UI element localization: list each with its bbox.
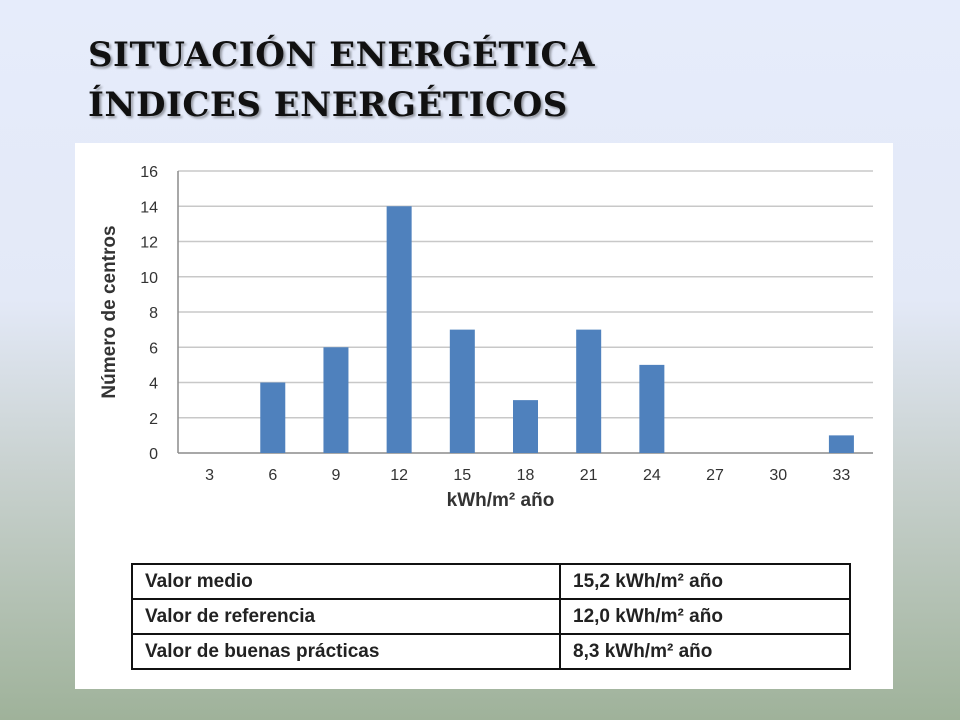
x-tick-label: 27 <box>706 467 724 484</box>
y-tick-label: 12 <box>140 235 158 252</box>
y-tick-label: 14 <box>140 199 158 216</box>
slide-title: SITUACIÓN ENERGÉTICA ÍNDICES ENERGÉTICOS <box>88 30 595 130</box>
y-tick-label: 10 <box>140 270 158 287</box>
y-tick-label: 16 <box>140 164 158 181</box>
bar <box>828 435 854 453</box>
x-axis-title: kWh/m² año <box>447 490 555 511</box>
x-tick-label: 3 <box>205 467 214 484</box>
y-tick-label: 8 <box>149 305 158 322</box>
bar <box>639 364 665 453</box>
chart-panel: 0 2 4 6 8 10 12 14 16 3 6 9 12 15 18 21 24 27 30 33 Número… <box>75 143 893 689</box>
x-tick-label: 33 <box>833 467 851 484</box>
x-tick-label: 24 <box>643 467 661 484</box>
x-tick-label: 9 <box>332 467 341 484</box>
table-cell-label: Valor medio <box>131 563 561 600</box>
title-line-1: SITUACIÓN ENERGÉTICA <box>88 35 596 75</box>
y-tick-label: 2 <box>149 411 158 428</box>
x-tick-label: 15 <box>453 467 471 484</box>
y-axis-title: Número de centros <box>99 225 120 398</box>
table-cell-value: 15,2 kWh/m² año <box>559 563 851 600</box>
table-cell-label: Valor de buenas prácticas <box>131 633 561 670</box>
x-tick-label: 18 <box>517 467 535 484</box>
bar <box>386 206 412 453</box>
title-line-2: ÍNDICES ENERGÉTICOS <box>88 85 568 125</box>
x-tick-label: 30 <box>769 467 787 484</box>
table-row: Valor de referencia 12,0 kWh/m² año <box>131 598 851 635</box>
bar <box>513 400 538 453</box>
x-tick-label: 6 <box>268 467 277 484</box>
bar <box>323 347 349 453</box>
table-row: Valor de buenas prácticas 8,3 kWh/m² año <box>131 633 851 670</box>
table-cell-value: 12,0 kWh/m² año <box>559 598 851 635</box>
table-cell-label: Valor de referencia <box>131 598 561 635</box>
y-tick-label: 4 <box>149 376 158 393</box>
x-tick-label: 21 <box>580 467 598 484</box>
y-tick-label: 6 <box>149 340 158 357</box>
y-tick-label: 0 <box>149 446 158 463</box>
bar <box>576 329 602 453</box>
bar <box>260 382 286 453</box>
table-row: Valor medio 15,2 kWh/m² año <box>131 563 851 600</box>
bar <box>449 329 475 453</box>
x-tick-label: 12 <box>390 467 408 484</box>
energy-stats-table: Valor medio 15,2 kWh/m² año Valor de ref… <box>131 563 851 670</box>
table-cell-value: 8,3 kWh/m² año <box>559 633 851 670</box>
